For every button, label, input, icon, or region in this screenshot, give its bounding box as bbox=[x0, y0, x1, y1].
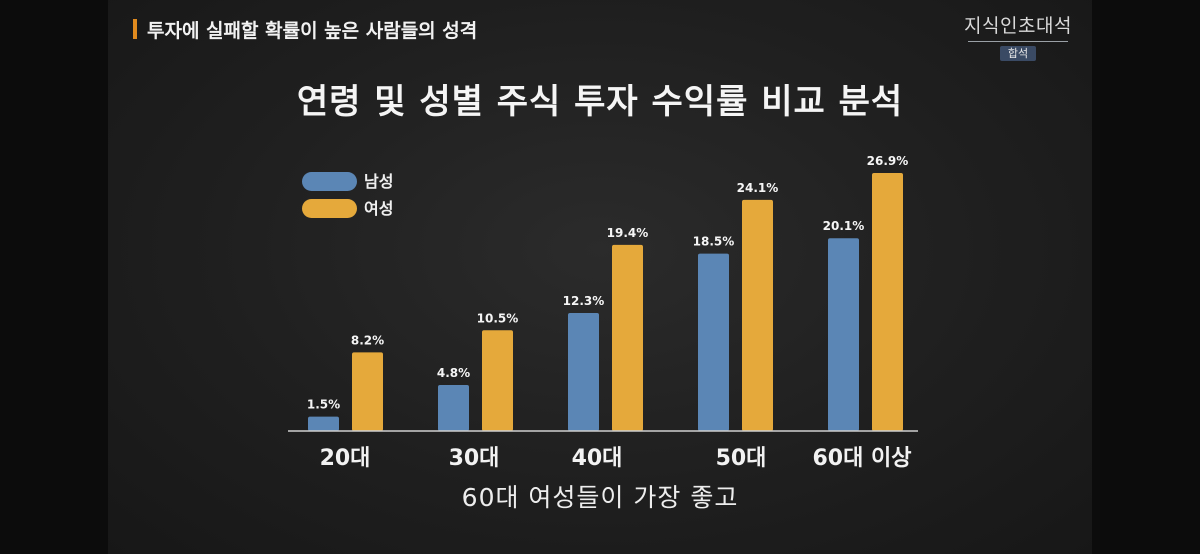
logo-divider bbox=[968, 41, 1068, 42]
female-bar-1 bbox=[352, 352, 383, 431]
topic-text: 투자에 실패할 확률이 높은 사람들의 성격 bbox=[147, 19, 478, 42]
male-bar-5 bbox=[828, 238, 859, 431]
male-value-label-3: 12.3% bbox=[563, 294, 605, 308]
female-value-label-3: 19.4% bbox=[607, 226, 649, 240]
male-value-label-4: 18.5% bbox=[693, 235, 735, 249]
male-value-label-5: 20.1% bbox=[823, 219, 865, 233]
channel-logo: 지식인초대석 합석 bbox=[960, 14, 1076, 61]
male-bar-1 bbox=[308, 416, 339, 431]
male-legend-swatch bbox=[302, 172, 357, 191]
topic-header: 투자에 실패할 확률이 높은 사람들의 성격 bbox=[133, 14, 477, 44]
female-bar-2 bbox=[482, 330, 513, 431]
female-value-label-2: 10.5% bbox=[477, 311, 519, 325]
category-labels: 20대 30대 40대 50대 60대 이상 bbox=[320, 446, 912, 471]
chart-bars: 1.5% 4.8% 12.3% 18.5% 20.1% 8.2% 10.5% 19.4% 24.… bbox=[307, 154, 908, 431]
chalkboard-background bbox=[108, 0, 1092, 554]
female-bar-4 bbox=[742, 199, 773, 431]
category-label-2: 30대 bbox=[449, 446, 500, 471]
category-label-1: 20대 bbox=[320, 446, 371, 471]
female-legend-swatch bbox=[302, 199, 357, 218]
chart-title: 연령 및 성별 주식 투자 수익률 비교 분석 bbox=[296, 82, 904, 122]
logo-sub-badge: 합석 bbox=[999, 46, 1037, 61]
female-value-label-4: 24.1% bbox=[737, 181, 779, 195]
female-legend-label: 여성 bbox=[364, 199, 393, 218]
female-value-label-1: 8.2% bbox=[351, 333, 384, 347]
male-legend-label: 남성 bbox=[364, 172, 393, 191]
male-value-label-2: 4.8% bbox=[437, 366, 470, 380]
category-label-3: 40대 bbox=[572, 446, 623, 471]
female-bar-3 bbox=[612, 244, 643, 431]
male-value-label-1: 1.5% bbox=[307, 398, 340, 412]
subtitle-caption: 60대 여성들이 가장 좋고 bbox=[461, 483, 739, 512]
topic-accent-bar bbox=[133, 19, 137, 39]
female-value-label-5: 26.9% bbox=[867, 154, 909, 168]
female-bar-5 bbox=[872, 173, 903, 431]
category-label-5: 60대 이상 bbox=[813, 446, 912, 471]
male-bar-4 bbox=[698, 253, 729, 431]
category-label-4: 50대 bbox=[716, 446, 767, 471]
male-bar-2 bbox=[438, 384, 469, 431]
male-bar-3 bbox=[568, 313, 599, 431]
logo-main-text: 지식인초대석 bbox=[964, 15, 1072, 37]
